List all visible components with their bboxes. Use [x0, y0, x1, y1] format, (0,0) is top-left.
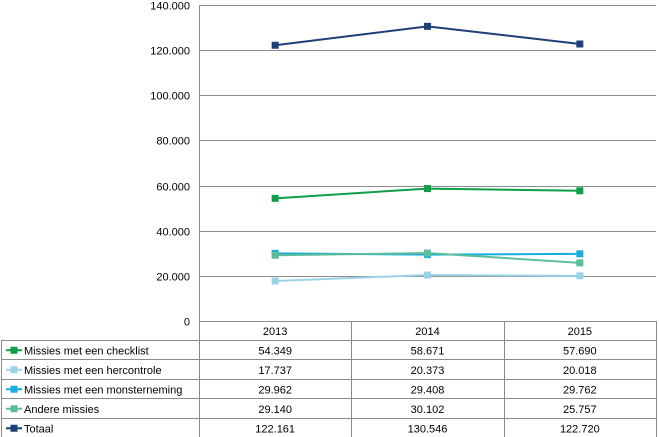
- data-label-missies-met-een-hercontrole: 20.018: [563, 365, 597, 377]
- legend-key-marker: [10, 424, 18, 432]
- y-tick-label: 0: [184, 317, 190, 329]
- data-point-andere-missies: [576, 259, 584, 267]
- legend-label-andere-missies: Andere missies: [24, 404, 100, 416]
- legend-key-marker: [10, 346, 18, 354]
- data-point-totaal: [424, 22, 431, 30]
- data-point-missies-met-een-monsterneming: [576, 250, 584, 258]
- y-tick-label: 20.000: [156, 272, 190, 284]
- data-label-missies-met-een-monsterneming: 29.962: [258, 384, 292, 396]
- data-label-missies-met-een-checklist: 58.671: [411, 345, 445, 357]
- data-label-andere-missies: 30.102: [411, 404, 445, 416]
- data-point-andere-missies: [424, 249, 431, 257]
- data-label-missies-met-een-hercontrole: 20.373: [411, 365, 445, 377]
- data-label-andere-missies: 29.140: [258, 404, 292, 416]
- y-tick-label: 80.000: [156, 136, 190, 148]
- data-point-totaal: [576, 40, 584, 48]
- data-label-missies-met-een-checklist: 54.349: [258, 345, 292, 357]
- data-point-andere-missies: [271, 251, 279, 259]
- y-tick-label: 120.000: [150, 46, 190, 58]
- data-label-totaal: 122.161: [255, 423, 295, 435]
- legend-label-missies-met-een-checklist: Missies met een checklist: [24, 345, 149, 357]
- gridlines: [199, 5, 656, 322]
- data-point-missies-met-een-hercontrole: [576, 272, 584, 280]
- data-label-missies-met-een-checklist: 57.690: [563, 345, 597, 357]
- series-lines: [271, 22, 584, 285]
- legend-key-marker: [10, 405, 18, 413]
- data-point-totaal: [271, 41, 279, 49]
- data-table: 2013 2014 2015 Missies met een checklist 54.…: [1, 321, 657, 437]
- y-tick-label: 40.000: [156, 227, 190, 239]
- legend-label-missies-met-een-monsterneming: Missies met een monsterneming: [24, 384, 182, 396]
- data-point-missies-met-een-checklist: [576, 187, 584, 195]
- y-tick-label: 100.000: [150, 91, 190, 103]
- legend-key-marker: [10, 385, 18, 393]
- legend-key-marker: [10, 366, 18, 374]
- data-point-missies-met-een-checklist: [424, 185, 431, 193]
- y-axis-ticks: 0 20.000 40.000 60.000 80.000 100.000 120.000 1…: [150, 1, 190, 329]
- data-label-missies-met-een-monsterneming: 29.762: [563, 384, 597, 396]
- x-category-label: 2014: [415, 326, 439, 338]
- data-label-missies-met-een-hercontrole: 17.737: [258, 365, 292, 377]
- y-tick-label: 140.000: [150, 1, 190, 13]
- legend-label-missies-met-een-hercontrole: Missies met een hercontrole: [24, 365, 162, 377]
- legend-label-totaal: Totaal: [24, 423, 53, 435]
- data-label-andere-missies: 25.757: [563, 404, 597, 416]
- x-category-label: 2013: [263, 326, 287, 338]
- data-label-missies-met-een-monsterneming: 29.408: [411, 384, 445, 396]
- x-category-label: 2015: [568, 326, 592, 338]
- data-point-missies-met-een-checklist: [271, 194, 279, 202]
- data-label-totaal: 122.720: [560, 423, 600, 435]
- data-point-missies-met-een-hercontrole: [424, 271, 431, 279]
- data-label-totaal: 130.546: [408, 423, 448, 435]
- data-point-missies-met-een-hercontrole: [271, 277, 279, 285]
- y-tick-label: 60.000: [156, 182, 190, 194]
